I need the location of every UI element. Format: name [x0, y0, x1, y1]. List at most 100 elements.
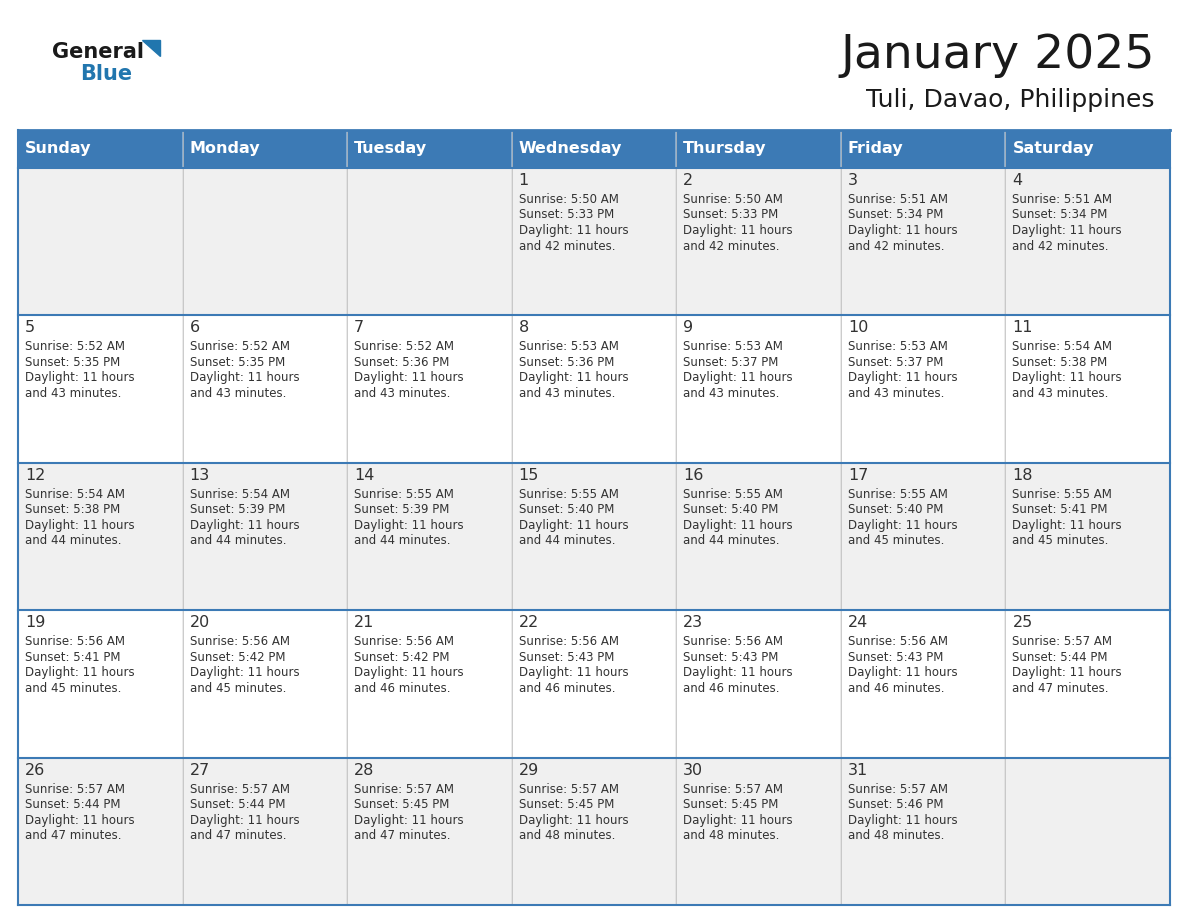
Text: 7: 7: [354, 320, 365, 335]
Text: Daylight: 11 hours: Daylight: 11 hours: [354, 519, 463, 532]
Text: 2: 2: [683, 173, 694, 188]
Text: Sunrise: 5:54 AM: Sunrise: 5:54 AM: [25, 487, 125, 501]
Text: Wednesday: Wednesday: [519, 141, 623, 156]
Bar: [347, 610, 512, 757]
Text: Sunrise: 5:57 AM: Sunrise: 5:57 AM: [519, 783, 619, 796]
Text: 19: 19: [25, 615, 45, 630]
Text: and 47 minutes.: and 47 minutes.: [1012, 682, 1108, 695]
Text: and 42 minutes.: and 42 minutes.: [683, 240, 779, 252]
Text: Sunrise: 5:57 AM: Sunrise: 5:57 AM: [683, 783, 783, 796]
Text: Monday: Monday: [190, 141, 260, 156]
Bar: [183, 168, 347, 316]
Text: and 47 minutes.: and 47 minutes.: [354, 829, 450, 842]
Text: Sunset: 5:39 PM: Sunset: 5:39 PM: [190, 503, 285, 516]
Text: Sunset: 5:43 PM: Sunset: 5:43 PM: [848, 651, 943, 664]
Bar: [676, 168, 841, 316]
Text: Sunset: 5:40 PM: Sunset: 5:40 PM: [519, 503, 614, 516]
Text: Thursday: Thursday: [683, 141, 766, 156]
Text: Daylight: 11 hours: Daylight: 11 hours: [848, 813, 958, 826]
Text: Daylight: 11 hours: Daylight: 11 hours: [848, 666, 958, 679]
Text: Sunset: 5:41 PM: Sunset: 5:41 PM: [25, 651, 120, 664]
Bar: [676, 463, 841, 610]
Text: 21: 21: [354, 615, 374, 630]
Text: Sunrise: 5:53 AM: Sunrise: 5:53 AM: [848, 341, 948, 353]
Text: Sunrise: 5:51 AM: Sunrise: 5:51 AM: [1012, 193, 1112, 206]
Text: 24: 24: [848, 615, 868, 630]
Text: and 44 minutes.: and 44 minutes.: [519, 534, 615, 547]
Text: 28: 28: [354, 763, 374, 778]
Text: Sunset: 5:45 PM: Sunset: 5:45 PM: [683, 798, 778, 812]
Text: Sunrise: 5:56 AM: Sunrise: 5:56 AM: [190, 635, 290, 648]
Bar: [1005, 168, 1170, 316]
Text: and 48 minutes.: and 48 minutes.: [519, 829, 615, 842]
Bar: [18, 757, 183, 905]
Text: Sunrise: 5:52 AM: Sunrise: 5:52 AM: [190, 341, 290, 353]
Text: Daylight: 11 hours: Daylight: 11 hours: [190, 666, 299, 679]
Text: and 45 minutes.: and 45 minutes.: [1012, 534, 1108, 547]
Text: Daylight: 11 hours: Daylight: 11 hours: [190, 519, 299, 532]
Bar: [347, 316, 512, 463]
Bar: [1005, 610, 1170, 757]
Text: Sunrise: 5:55 AM: Sunrise: 5:55 AM: [1012, 487, 1112, 501]
Text: 3: 3: [848, 173, 858, 188]
Text: and 43 minutes.: and 43 minutes.: [354, 386, 450, 400]
Text: and 46 minutes.: and 46 minutes.: [354, 682, 450, 695]
Text: 29: 29: [519, 763, 539, 778]
Bar: [347, 130, 512, 168]
Text: Sunset: 5:40 PM: Sunset: 5:40 PM: [683, 503, 778, 516]
Text: 6: 6: [190, 320, 200, 335]
Text: 22: 22: [519, 615, 539, 630]
Text: Daylight: 11 hours: Daylight: 11 hours: [354, 813, 463, 826]
Text: and 45 minutes.: and 45 minutes.: [190, 682, 286, 695]
Text: 23: 23: [683, 615, 703, 630]
Bar: [18, 316, 183, 463]
Text: Daylight: 11 hours: Daylight: 11 hours: [519, 519, 628, 532]
Text: Daylight: 11 hours: Daylight: 11 hours: [1012, 519, 1121, 532]
Text: Sunday: Sunday: [25, 141, 91, 156]
Text: 26: 26: [25, 763, 45, 778]
Bar: [512, 463, 676, 610]
Text: and 42 minutes.: and 42 minutes.: [1012, 240, 1108, 252]
Text: 31: 31: [848, 763, 868, 778]
Text: General: General: [52, 42, 144, 62]
Text: Sunrise: 5:54 AM: Sunrise: 5:54 AM: [1012, 341, 1112, 353]
Text: Daylight: 11 hours: Daylight: 11 hours: [683, 813, 792, 826]
Bar: [676, 757, 841, 905]
Text: 25: 25: [1012, 615, 1032, 630]
Text: and 46 minutes.: and 46 minutes.: [848, 682, 944, 695]
Bar: [676, 610, 841, 757]
Bar: [841, 757, 1005, 905]
Text: Sunset: 5:46 PM: Sunset: 5:46 PM: [848, 798, 943, 812]
Text: Sunset: 5:44 PM: Sunset: 5:44 PM: [25, 798, 120, 812]
Text: and 47 minutes.: and 47 minutes.: [25, 829, 121, 842]
Text: Daylight: 11 hours: Daylight: 11 hours: [1012, 224, 1121, 237]
Text: Sunrise: 5:56 AM: Sunrise: 5:56 AM: [25, 635, 125, 648]
Text: Sunset: 5:35 PM: Sunset: 5:35 PM: [190, 356, 285, 369]
Text: January 2025: January 2025: [840, 32, 1155, 77]
Text: and 44 minutes.: and 44 minutes.: [190, 534, 286, 547]
Text: Sunset: 5:45 PM: Sunset: 5:45 PM: [519, 798, 614, 812]
Text: Daylight: 11 hours: Daylight: 11 hours: [354, 666, 463, 679]
Text: Sunrise: 5:57 AM: Sunrise: 5:57 AM: [190, 783, 290, 796]
Bar: [676, 130, 841, 168]
Bar: [347, 757, 512, 905]
Text: Daylight: 11 hours: Daylight: 11 hours: [848, 519, 958, 532]
Text: Sunrise: 5:52 AM: Sunrise: 5:52 AM: [354, 341, 454, 353]
Bar: [347, 168, 512, 316]
Text: Sunrise: 5:51 AM: Sunrise: 5:51 AM: [848, 193, 948, 206]
Bar: [183, 610, 347, 757]
Text: Sunset: 5:33 PM: Sunset: 5:33 PM: [519, 208, 614, 221]
Text: and 46 minutes.: and 46 minutes.: [519, 682, 615, 695]
Text: Daylight: 11 hours: Daylight: 11 hours: [354, 372, 463, 385]
Text: Sunrise: 5:53 AM: Sunrise: 5:53 AM: [683, 341, 783, 353]
Text: Sunrise: 5:54 AM: Sunrise: 5:54 AM: [190, 487, 290, 501]
Text: Sunrise: 5:53 AM: Sunrise: 5:53 AM: [519, 341, 619, 353]
Text: Tuesday: Tuesday: [354, 141, 428, 156]
Bar: [512, 130, 676, 168]
Text: 18: 18: [1012, 468, 1032, 483]
Text: Sunset: 5:38 PM: Sunset: 5:38 PM: [25, 503, 120, 516]
Text: Daylight: 11 hours: Daylight: 11 hours: [683, 224, 792, 237]
Bar: [347, 463, 512, 610]
Text: 14: 14: [354, 468, 374, 483]
Bar: [841, 316, 1005, 463]
